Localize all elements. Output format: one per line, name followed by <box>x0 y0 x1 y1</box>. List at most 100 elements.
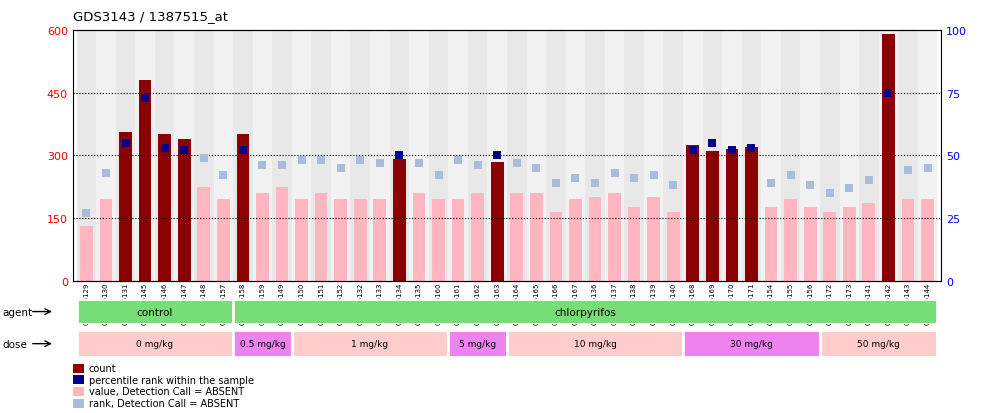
Text: 50 mg/kg: 50 mg/kg <box>858 339 900 348</box>
Bar <box>471 193 484 281</box>
Bar <box>860 31 878 281</box>
Bar <box>804 208 817 281</box>
Text: 5 mg/kg: 5 mg/kg <box>459 339 496 348</box>
Bar <box>840 31 860 281</box>
Bar <box>781 31 801 281</box>
Bar <box>432 199 445 281</box>
Bar <box>233 330 292 357</box>
Bar <box>605 31 624 281</box>
Bar <box>393 160 405 281</box>
Bar <box>217 199 230 281</box>
Bar <box>491 162 504 281</box>
Bar <box>917 31 937 281</box>
Bar <box>901 199 914 281</box>
Bar <box>878 31 898 281</box>
Bar <box>100 199 113 281</box>
Text: control: control <box>136 307 173 317</box>
Bar <box>233 299 937 324</box>
Bar <box>843 208 856 281</box>
Bar <box>409 31 428 281</box>
Bar <box>178 139 190 281</box>
Bar <box>820 330 937 357</box>
Bar <box>527 31 546 281</box>
Bar <box>683 31 702 281</box>
Bar <box>371 31 389 281</box>
Text: GDS3143 / 1387515_at: GDS3143 / 1387515_at <box>73 10 228 23</box>
Bar <box>569 199 582 281</box>
Bar <box>116 31 135 281</box>
Bar <box>292 31 312 281</box>
Bar <box>507 31 527 281</box>
Bar <box>412 193 425 281</box>
Bar <box>627 208 640 281</box>
Bar <box>77 330 233 357</box>
Bar <box>120 133 131 281</box>
Bar <box>722 31 742 281</box>
Bar <box>428 31 448 281</box>
Bar <box>706 152 719 281</box>
Bar <box>276 187 289 281</box>
Bar <box>586 31 605 281</box>
Bar <box>174 31 194 281</box>
Text: value, Detection Call = ABSENT: value, Detection Call = ABSENT <box>89 387 244 396</box>
Bar <box>742 31 761 281</box>
Bar <box>745 147 758 281</box>
Bar <box>194 31 213 281</box>
Bar <box>97 31 116 281</box>
Bar <box>233 31 253 281</box>
Bar <box>550 212 562 281</box>
Bar <box>138 81 151 281</box>
Bar <box>236 135 249 281</box>
Bar <box>197 187 210 281</box>
Bar <box>566 31 586 281</box>
Bar <box>77 31 97 281</box>
Bar <box>487 31 507 281</box>
Bar <box>312 31 331 281</box>
Text: 0 mg/kg: 0 mg/kg <box>136 339 173 348</box>
Text: percentile rank within the sample: percentile rank within the sample <box>89 375 254 385</box>
Bar <box>77 299 233 324</box>
Text: 30 mg/kg: 30 mg/kg <box>730 339 773 348</box>
Bar <box>507 330 683 357</box>
Bar <box>820 31 840 281</box>
Bar <box>468 31 487 281</box>
Text: 10 mg/kg: 10 mg/kg <box>574 339 617 348</box>
Bar <box>80 227 93 281</box>
Bar <box>784 199 797 281</box>
Bar <box>510 193 523 281</box>
Bar <box>609 193 621 281</box>
Text: dose: dose <box>2 339 27 349</box>
Bar <box>256 193 269 281</box>
Bar <box>530 193 543 281</box>
Bar <box>801 31 820 281</box>
Bar <box>154 31 174 281</box>
Bar <box>589 197 602 281</box>
Bar <box>647 197 660 281</box>
Bar <box>331 31 351 281</box>
Text: rank, Detection Call = ABSENT: rank, Detection Call = ABSENT <box>89 398 239 408</box>
Bar <box>315 193 328 281</box>
Bar <box>253 31 272 281</box>
Bar <box>213 31 233 281</box>
Bar <box>686 145 699 281</box>
Bar <box>272 31 292 281</box>
Bar <box>295 199 308 281</box>
Text: count: count <box>89 363 117 373</box>
Bar <box>448 330 507 357</box>
Bar <box>643 31 663 281</box>
Bar <box>292 330 448 357</box>
Bar <box>354 199 367 281</box>
Bar <box>863 204 875 281</box>
Bar <box>374 199 386 281</box>
Text: chlorpyrifos: chlorpyrifos <box>554 307 617 317</box>
Bar <box>882 35 894 281</box>
Bar <box>683 330 820 357</box>
Bar <box>624 31 643 281</box>
Bar <box>702 31 722 281</box>
Bar <box>335 199 347 281</box>
Bar <box>824 212 836 281</box>
Bar <box>898 31 917 281</box>
Bar <box>663 31 683 281</box>
Bar <box>135 31 154 281</box>
Bar <box>389 31 409 281</box>
